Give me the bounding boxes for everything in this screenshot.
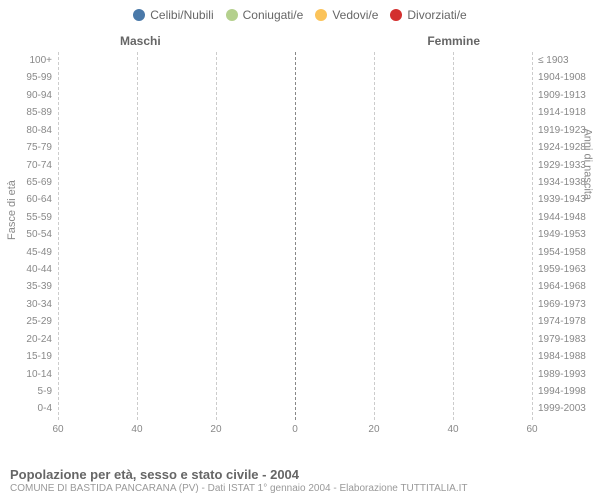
- year-label: 1949-1953: [532, 229, 586, 240]
- x-tick-label: 40: [131, 424, 142, 435]
- age-row: 35-391964-1968: [58, 280, 532, 296]
- age-label: 35-39: [26, 281, 58, 292]
- age-label: 85-89: [26, 107, 58, 118]
- age-row: 75-791924-1928: [58, 141, 532, 157]
- age-row: 10-141989-1993: [58, 368, 532, 384]
- x-axis: 6040200204060: [58, 422, 532, 440]
- age-row: 80-841919-1923: [58, 124, 532, 140]
- age-row: 60-641939-1943: [58, 193, 532, 209]
- age-row: 15-191984-1988: [58, 350, 532, 366]
- x-tick-label: 40: [447, 424, 458, 435]
- year-label: 1944-1948: [532, 212, 586, 223]
- chart-title: Popolazione per età, sesso e stato civil…: [10, 467, 590, 482]
- age-row: 40-441959-1963: [58, 263, 532, 279]
- age-label: 80-84: [26, 125, 58, 136]
- year-label: 1909-1913: [532, 90, 586, 101]
- age-label: 20-24: [26, 334, 58, 345]
- age-label: 55-59: [26, 212, 58, 223]
- age-label: 0-4: [38, 403, 58, 414]
- age-row: 70-741929-1933: [58, 159, 532, 175]
- age-label: 30-34: [26, 299, 58, 310]
- legend-item: Coniugati/e: [226, 8, 304, 22]
- x-tick-label: 20: [210, 424, 221, 435]
- legend-label: Coniugati/e: [243, 8, 304, 22]
- age-label: 45-49: [26, 247, 58, 258]
- bar-rows: 100+≤ 190395-991904-1908 90-941909-191385…: [58, 54, 532, 418]
- year-label: 1914-1918: [532, 107, 586, 118]
- age-row: 90-941909-1913: [58, 89, 532, 105]
- year-label: 1904-1908: [532, 72, 586, 83]
- legend-label: Celibi/Nubili: [150, 8, 213, 22]
- age-label: 5-9: [38, 386, 58, 397]
- population-pyramid-chart: Celibi/Nubili Coniugati/e Vedovi/e Divorzia…: [0, 0, 600, 500]
- legend-item: Celibi/Nubili: [133, 8, 213, 22]
- age-row: 5-91994-1998: [58, 385, 532, 401]
- age-row: 85-891914-1918: [58, 106, 532, 122]
- year-label: 1934-1938: [532, 177, 586, 188]
- age-label: 65-69: [26, 177, 58, 188]
- year-label: 1954-1958: [532, 247, 586, 258]
- age-row: 25-291974-1978: [58, 315, 532, 331]
- legend-swatch: [315, 9, 327, 21]
- year-label: 1969-1973: [532, 299, 586, 310]
- age-label: 40-44: [26, 264, 58, 275]
- age-row: 100+≤ 1903: [58, 54, 532, 70]
- legend-label: Divorziati/e: [407, 8, 466, 22]
- x-tick-label: 60: [526, 424, 537, 435]
- age-row: 0-41999-2003: [58, 402, 532, 418]
- age-label: 90-94: [26, 90, 58, 101]
- label-male: Maschi: [120, 34, 161, 48]
- age-label: 25-29: [26, 316, 58, 327]
- legend-swatch: [390, 9, 402, 21]
- age-row: 20-241979-1983: [58, 333, 532, 349]
- x-tick-label: 60: [52, 424, 63, 435]
- year-label: 1979-1983: [532, 334, 586, 345]
- year-label: 1964-1968: [532, 281, 586, 292]
- year-label: 1959-1963: [532, 264, 586, 275]
- year-label: 1974-1978: [532, 316, 586, 327]
- legend-item: Vedovi/e: [315, 8, 378, 22]
- age-label: 75-79: [26, 142, 58, 153]
- chart-subtitle: COMUNE DI BASTIDA PANCARANA (PV) - Dati …: [10, 483, 590, 494]
- legend-swatch: [133, 9, 145, 21]
- year-label: 1919-1923: [532, 125, 586, 136]
- legend: Celibi/Nubili Coniugati/e Vedovi/e Divorzia…: [0, 0, 600, 26]
- label-female: Femmine: [427, 34, 480, 48]
- year-label: ≤ 1903: [532, 55, 569, 66]
- age-row: 95-991904-1908: [58, 71, 532, 87]
- x-tick-label: 0: [292, 424, 298, 435]
- age-row: 45-491954-1958: [58, 246, 532, 262]
- year-label: 1924-1928: [532, 142, 586, 153]
- age-label: 100+: [29, 55, 58, 66]
- age-row: 30-341969-1973: [58, 298, 532, 314]
- age-label: 50-54: [26, 229, 58, 240]
- age-row: 65-691934-1938: [58, 176, 532, 192]
- y-axis-title-left: Fasce di età: [6, 180, 18, 240]
- age-label: 15-19: [26, 351, 58, 362]
- age-label: 60-64: [26, 194, 58, 205]
- age-label: 95-99: [26, 72, 58, 83]
- year-label: 1989-1993: [532, 369, 586, 380]
- age-row: 50-541949-1953: [58, 228, 532, 244]
- legend-item: Divorziati/e: [390, 8, 466, 22]
- legend-swatch: [226, 9, 238, 21]
- year-label: 1984-1988: [532, 351, 586, 362]
- year-label: 1999-2003: [532, 403, 586, 414]
- legend-label: Vedovi/e: [332, 8, 378, 22]
- x-tick-label: 20: [368, 424, 379, 435]
- year-label: 1994-1998: [532, 386, 586, 397]
- year-label: 1939-1943: [532, 194, 586, 205]
- age-row: 55-591944-1948: [58, 211, 532, 227]
- chart-footer: Popolazione per età, sesso e stato civil…: [10, 467, 590, 494]
- plot-area: 100+≤ 190395-991904-1908 90-941909-191385…: [58, 52, 532, 440]
- age-label: 70-74: [26, 160, 58, 171]
- year-label: 1929-1933: [532, 160, 586, 171]
- age-label: 10-14: [26, 369, 58, 380]
